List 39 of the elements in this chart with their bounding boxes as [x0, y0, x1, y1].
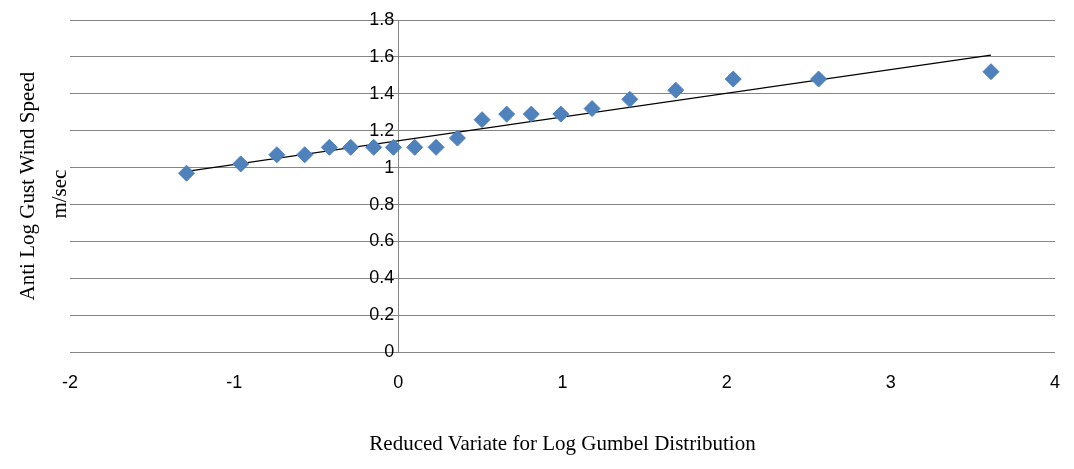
point	[427, 138, 445, 156]
y-tick-label: 1	[384, 156, 395, 177]
y-axis-title: Anti Log Gust Wind Speed m/sec	[14, 71, 71, 301]
y-tick-label: 1.6	[369, 45, 395, 66]
point	[982, 63, 1000, 81]
point	[621, 90, 639, 108]
x-tick-label: -2	[61, 371, 79, 392]
x-tick-label: 2	[721, 371, 732, 392]
x-tick-label: 1	[557, 371, 568, 392]
point	[406, 138, 424, 156]
point	[296, 146, 314, 164]
y-tick-label: 0.6	[369, 230, 395, 251]
x-tick-label: -1	[226, 371, 243, 392]
y-tick-label: 0.2	[369, 304, 395, 325]
y-tick-label: 0.8	[369, 193, 395, 214]
point	[232, 155, 250, 173]
point	[365, 138, 383, 156]
point	[448, 129, 466, 147]
y-tick-label: 0	[384, 341, 395, 362]
point	[384, 138, 402, 156]
point	[583, 100, 601, 118]
point	[667, 81, 685, 99]
y-tick-label: 1.4	[369, 82, 395, 103]
point	[320, 138, 338, 156]
x-tick-label: 3	[885, 371, 896, 392]
point	[522, 105, 540, 123]
y-tick-label: 0.4	[369, 267, 395, 288]
point	[552, 105, 570, 123]
point	[178, 164, 196, 182]
point	[268, 146, 286, 164]
y-tick-label: 1.8	[369, 8, 395, 29]
y-tick-label: 1.2	[369, 119, 395, 140]
point	[810, 70, 828, 88]
point	[342, 138, 360, 156]
point	[498, 105, 516, 123]
x-tick-label: 4	[1049, 371, 1060, 392]
x-axis-title: Reduced Variate for Log Gumbel Distribution	[369, 430, 757, 455]
point	[473, 111, 491, 129]
point	[724, 70, 742, 88]
